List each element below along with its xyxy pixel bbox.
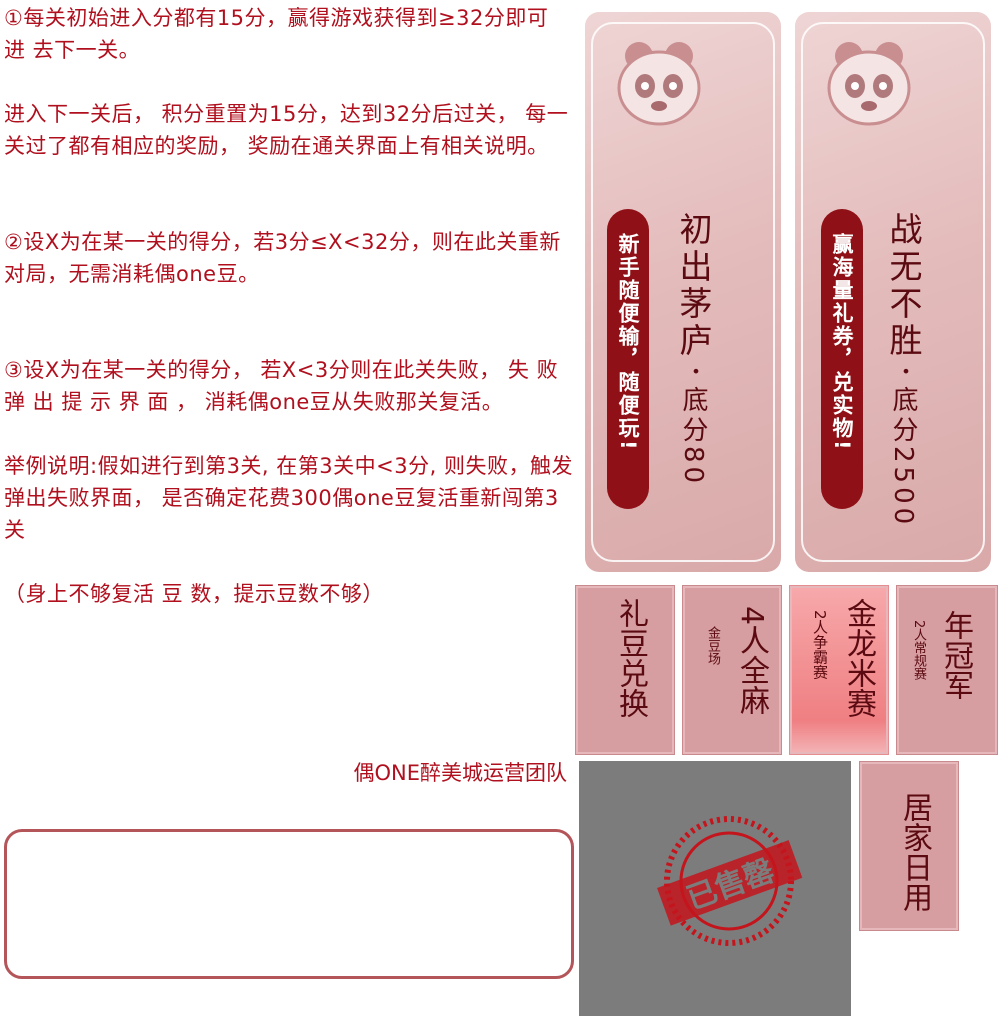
tile-sublabel: 2人争霸赛: [811, 610, 829, 680]
rules-text: ①每关初始进入分都有15分，赢得游戏获得到≥32分即可 进 去下一关。 进入下一…: [4, 2, 576, 610]
sold-out-stamp-icon: 已售罄: [657, 816, 803, 946]
input-box[interactable]: [4, 829, 574, 979]
tile-sublabel: 2人常规赛: [911, 620, 926, 681]
panda-icon: [827, 42, 911, 126]
tile-four-player[interactable]: 4人全麻 金豆场: [682, 585, 782, 755]
tile-label: 居家日用: [897, 792, 932, 912]
rule-1: ①每关初始进入分都有15分，赢得游戏获得到≥32分即可 进 去下一关。: [4, 6, 556, 62]
card-title: 战无不胜・底分2500: [884, 212, 923, 529]
signature: 偶ONE醉美城运营团队: [353, 761, 567, 785]
tile-bean-exchange[interactable]: 礼豆兑换: [575, 585, 675, 755]
tile-label: 4人全麻: [734, 606, 769, 716]
rule-example: 举例说明:假如进行到第3关, 在第3关中<3分, 则失败，触发弹出失败界面， 是…: [4, 454, 573, 542]
tile-home-goods[interactable]: 居家日用: [859, 761, 959, 931]
panda-icon: [617, 42, 701, 126]
tile-label: 金龙米赛: [841, 598, 876, 718]
slogan-pill: 新手随便输，随便玩!: [607, 209, 649, 509]
rule-3: ③设X为在某一关的得分， 若X<3分则在此关失败， 失 败 弹 出 提 示 界 …: [4, 358, 566, 414]
card-frame: [801, 22, 985, 562]
rule-note: （身上不够复活 豆 数，提示豆数不够）: [4, 582, 384, 606]
tile-sublabel: 金豆场: [705, 626, 720, 665]
sold-out-panel: 已售罄: [579, 761, 851, 1016]
tile-label: 礼豆兑换: [613, 598, 648, 718]
slogan-pill: 赢海量礼券，兑实物!: [821, 209, 863, 509]
level-card-master[interactable]: 赢海量礼券，兑实物! 战无不胜・底分2500: [795, 12, 991, 572]
card-title: 初出茅庐・底分80: [674, 212, 713, 488]
tile-label: 年冠军: [938, 610, 973, 700]
level-card-beginner[interactable]: 新手随便输，随便玩! 初出茅庐・底分80: [585, 12, 781, 572]
slogan-text: 新手随便输，随便玩!: [616, 233, 640, 452]
tile-golden-dragon[interactable]: 金龙米赛 2人争霸赛: [789, 585, 889, 755]
slogan-text: 赢海量礼券，兑实物!: [830, 233, 854, 452]
card-frame: [591, 22, 775, 562]
tile-annual-champion[interactable]: 年冠军 2人常规赛: [896, 585, 998, 755]
rule-1-detail: 进入下一关后， 积分重置为15分，达到32分后过关， 每一关过了都有相应的奖励，…: [4, 102, 569, 158]
rule-2: ②设X为在某一关的得分，若3分≤X<32分，则在此关重新对局，无需消耗偶one豆…: [4, 230, 561, 286]
